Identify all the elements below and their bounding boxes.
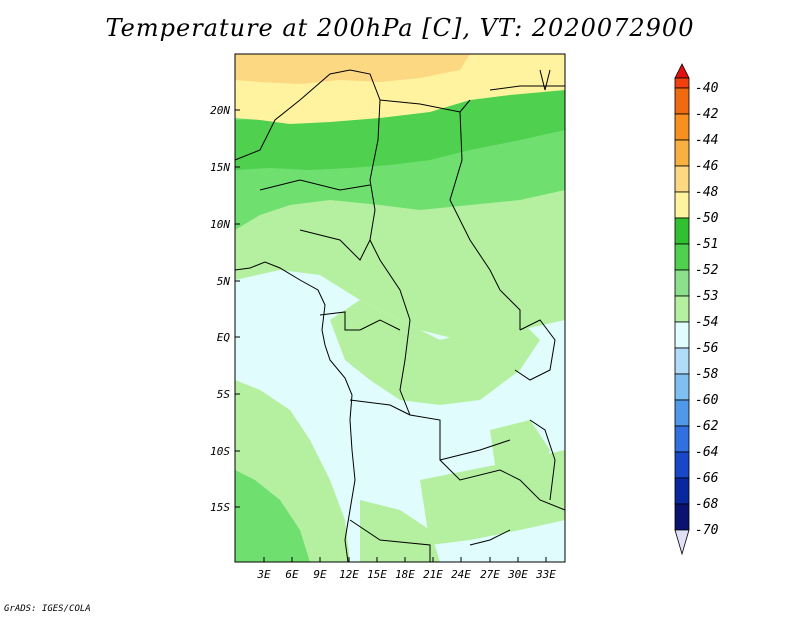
lon-label: 18E: [395, 568, 415, 581]
colorbar-swatch: [674, 165, 690, 193]
lat-label: 15N: [210, 161, 230, 174]
colorbar-bottom-arrow: [674, 529, 690, 556]
map-area: [234, 53, 566, 563]
colorbar-label: -64: [695, 445, 718, 460]
colorbar-swatch: [674, 321, 690, 349]
lat-label: EQ: [217, 331, 231, 344]
lon-label: 3E: [256, 568, 271, 581]
borders: [234, 69, 566, 563]
map-frame: [234, 53, 566, 563]
band-minus53-north: [235, 170, 565, 340]
colorbar-swatch: [674, 87, 690, 115]
lon-label: 21E: [423, 568, 443, 581]
colorbar-swatch: [674, 373, 690, 401]
lat-axis: 20N 15N 10N 5N EQ 5S 10S 15S: [210, 104, 240, 514]
band-minus53-south: [360, 500, 440, 562]
colorbar-swatch: [674, 425, 690, 453]
lon-label: 33E: [535, 568, 556, 581]
colorbar-swatch: [674, 113, 690, 141]
lon-label: 27E: [480, 568, 500, 581]
lon-label: 9E: [313, 568, 327, 581]
lon-label: 15E: [367, 568, 387, 581]
colorbar-label: -50: [695, 211, 719, 226]
lon-axis: 3E 6E 9E 12E 15E 18E 21E 24E 27E 30E 33E: [256, 557, 556, 581]
lon-label: 12E: [339, 568, 359, 581]
colorbar-label: -44: [695, 133, 718, 148]
band-gt-minus50: [235, 54, 470, 84]
band-minus53-central: [330, 300, 540, 405]
colorbar-swatch: [674, 243, 690, 271]
colorbar-label: -60: [695, 393, 719, 408]
colorbar-label: -66: [695, 471, 719, 486]
colorbar-label: -54: [695, 315, 718, 330]
lon-label: 30E: [507, 568, 528, 581]
colorbar-label: -52: [695, 263, 719, 278]
colorbar-swatch: [674, 77, 690, 89]
colorbar-label: -56: [695, 341, 719, 356]
colorbar-swatch: [674, 347, 690, 375]
colorbar-swatch: [674, 139, 690, 167]
lat-label: 10S: [210, 445, 230, 458]
colorbar-swatch: [674, 295, 690, 323]
colorbar-swatch: [674, 217, 690, 245]
colorbar-label: -40: [695, 81, 719, 96]
colorbar-label: -70: [695, 523, 719, 538]
colorbar-swatch: [674, 399, 690, 427]
colorbar-label: -62: [695, 419, 719, 434]
lat-label: 10N: [210, 218, 230, 231]
colorbar-label: -58: [695, 367, 719, 382]
colorbar-label: -68: [695, 497, 719, 512]
colorbar-swatch: [674, 477, 690, 505]
colorbar-top-arrow: [674, 63, 690, 79]
band-minus52-southwest: [235, 470, 310, 562]
colorbar-swatch: [674, 269, 690, 297]
colorbar-label: -53: [695, 289, 718, 304]
colorbar-swatch: [674, 503, 690, 531]
colorbar-swatch: [674, 451, 690, 479]
colorbar-label: -46: [695, 159, 719, 174]
band-minus51: [235, 82, 565, 170]
colorbar-label: -51: [695, 237, 718, 252]
lat-label: 20N: [210, 104, 230, 117]
lon-label: 24E: [451, 568, 471, 581]
lat-label: 5N: [217, 275, 231, 288]
lon-label: 6E: [285, 568, 299, 581]
colorbar-label: -48: [695, 185, 719, 200]
colorbar-label: -42: [695, 107, 719, 122]
lat-label: 5S: [217, 388, 231, 401]
credit-text: GrADS: IGES/COLA: [4, 604, 91, 614]
colorbar: -40 -42 -44 -46 -48 -50 -51 -52 -53 -54 -56 -58 -60 -…: [674, 63, 719, 556]
colorbar-swatch: [674, 191, 690, 219]
lat-label: 15S: [210, 501, 230, 514]
chart-title: Temperature at 200hPa [C], VT: 202007290…: [105, 14, 695, 42]
